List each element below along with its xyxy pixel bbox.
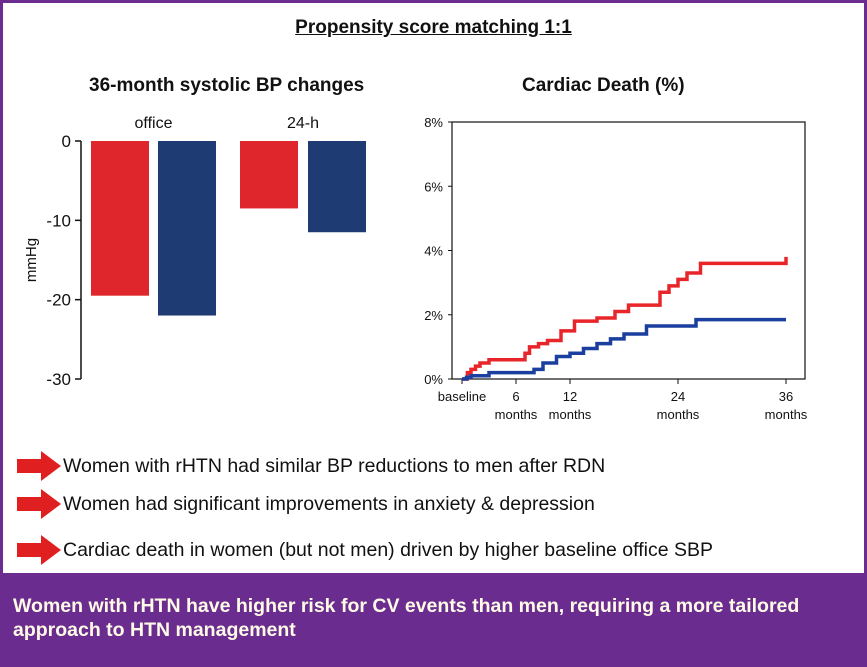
bullet-text: Women had significant improvements in an… <box>63 492 595 515</box>
y-tick-label: 8% <box>424 115 443 130</box>
bp-chart-title: 36-month systolic BP changes <box>89 75 365 96</box>
x-tick-sublabel: months <box>657 407 700 422</box>
bar-women <box>91 141 149 296</box>
y-tick-label: -10 <box>46 211 71 230</box>
y-tick-label: -20 <box>46 291 71 310</box>
category-label: office <box>135 115 173 132</box>
x-tick-sublabel: months <box>765 407 808 422</box>
cardiac-chart-title: Cardiac Death (%) <box>522 75 685 96</box>
content-panel: Propensity score matching 1:1 36-month s… <box>3 3 864 573</box>
footer-conclusion: Women with rHTN have higher risk for CV … <box>13 595 800 641</box>
bullet-1: Women with rHTN had similar BP reduction… <box>17 451 605 481</box>
plot-frame <box>451 121 806 380</box>
y-axis-label: mmHg <box>23 238 40 282</box>
y-tick-label: 0% <box>424 372 443 387</box>
x-tick-label: 24 <box>671 389 685 404</box>
bullet-text: Cardiac death in women (but not men) dri… <box>63 538 714 561</box>
bullet-text: Women with rHTN had similar BP reduction… <box>63 454 606 477</box>
category-label: 24-h <box>287 115 319 132</box>
bar-women <box>240 141 298 209</box>
bar-men <box>308 141 366 233</box>
series-line-women <box>462 256 788 381</box>
x-tick-sublabel: months <box>495 407 538 422</box>
y-tick-label: 4% <box>424 244 443 259</box>
y-tick-label: -30 <box>46 370 71 389</box>
bar-men <box>158 141 216 316</box>
x-tick-label: 6 <box>512 389 519 404</box>
bullet-2: Women had significant improvements in an… <box>17 489 595 519</box>
page-title: Propensity score matching 1:1 <box>295 17 572 38</box>
arrow-icon <box>17 489 61 519</box>
bullet-3: Cardiac death in women (but not men) dri… <box>17 535 713 565</box>
x-tick-label: baseline <box>438 389 486 404</box>
arrow-icon <box>17 535 61 565</box>
y-tick-label: 2% <box>424 308 443 323</box>
series-line-men <box>462 317 786 381</box>
y-tick-label: 0 <box>62 132 71 151</box>
arrow-icon <box>17 451 61 481</box>
bp-bar-chart: 0 -10 -20 -30 mmHg office 24-h <box>23 115 366 389</box>
x-tick-sublabel: months <box>549 407 592 422</box>
cardiac-death-line-chart: 0% 2% 4% 6% 8% baseline 6 months 12 months 24 month… <box>424 115 808 422</box>
x-tick-label: 36 <box>779 389 793 404</box>
y-tick-label: 6% <box>424 179 443 194</box>
x-tick-label: 12 <box>563 389 577 404</box>
